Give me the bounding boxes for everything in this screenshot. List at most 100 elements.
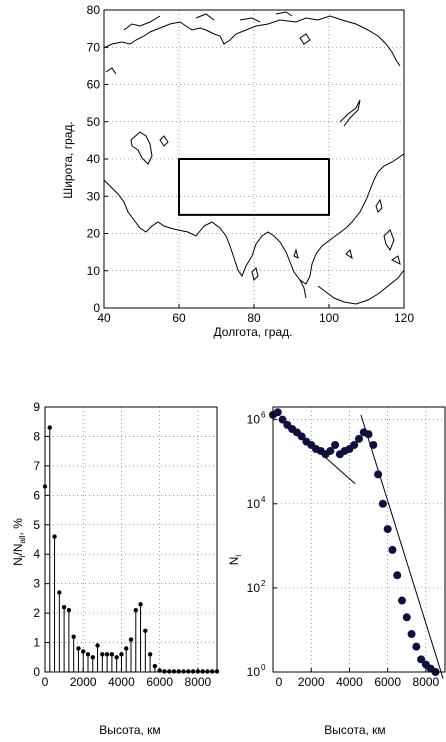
log-axes-frame <box>272 406 446 673</box>
stem-y-tick-label-4: 4 <box>33 547 40 561</box>
stem-point-35 <box>210 669 215 674</box>
log-point-29 <box>407 630 416 639</box>
log-point-1 <box>273 408 282 417</box>
map-y-tick-label-3: 30 <box>87 189 101 203</box>
log-y-tick-exp-3: 6 <box>261 411 266 420</box>
stem-point-27 <box>171 669 177 674</box>
stem-point-3 <box>57 590 62 595</box>
log-y-tick-label-0: 10 <box>247 665 261 679</box>
stem-point-16 <box>119 652 124 657</box>
coastline-sri-lanka <box>251 267 259 281</box>
log-point-18 <box>355 434 363 443</box>
stem-y-label-sub2: all <box>18 535 27 543</box>
coastline-caspian <box>130 131 153 165</box>
log-x-tick-label-0: 0 <box>276 675 283 689</box>
stem-point-29 <box>181 669 186 674</box>
map-x-tick-label-0: 40 <box>97 311 111 325</box>
stem-x-tick-label-4: 8000 <box>185 675 212 689</box>
stem-point-34 <box>205 669 210 674</box>
stem-point-13 <box>104 652 110 657</box>
stem-point-10 <box>90 655 95 660</box>
stem-x-tick-label-3: 6000 <box>146 675 173 689</box>
stem-point-26 <box>167 669 172 674</box>
stem-point-19 <box>133 607 138 613</box>
stem-point-12 <box>100 652 105 657</box>
map-y-tick-label-8: 80 <box>87 3 101 17</box>
log-point-26 <box>393 571 402 580</box>
stem-point-25 <box>162 669 167 674</box>
stem-grid <box>45 406 217 672</box>
stem-y-label-tail: , % <box>11 518 25 536</box>
stem-point-8 <box>81 649 86 654</box>
log-point-22 <box>374 470 383 479</box>
coastline-islands <box>293 248 353 260</box>
coastline-southeast <box>299 269 405 305</box>
stem-point-6 <box>71 634 76 639</box>
coastline-japan <box>339 99 361 127</box>
log-fit-lines <box>282 414 444 679</box>
stem-point-20 <box>138 602 143 607</box>
stem-point-15 <box>114 655 119 660</box>
stem-point-9 <box>85 652 91 657</box>
log-point-2 <box>278 415 287 424</box>
stem-x-axis-label: Высота, км <box>99 723 160 737</box>
stem-x-tick-label-1: 2000 <box>70 675 97 689</box>
log-point-12 <box>326 446 335 455</box>
stem-y-tick-label-8: 8 <box>33 429 40 443</box>
log-y-label-sub: i <box>234 555 243 557</box>
log-y-tick-label-2: 10 <box>247 497 261 511</box>
log-marks <box>269 408 440 676</box>
stem-point-31 <box>190 669 196 674</box>
map-y-tick-label-6: 60 <box>87 78 101 92</box>
log-point-31 <box>417 655 426 664</box>
stem-y-label-main: N <box>11 557 25 566</box>
stem-point-7 <box>76 646 81 651</box>
log-x-tick-label-3: 6000 <box>374 675 401 689</box>
log-y-tick-exp-0: 0 <box>261 663 266 672</box>
stem-point-28 <box>176 669 181 674</box>
coastline-north <box>103 15 401 67</box>
stem-y-label-sub: i <box>18 555 27 557</box>
stem-marks <box>42 425 220 674</box>
coastline-philippines <box>383 229 401 265</box>
log-point-28 <box>402 613 411 622</box>
stem-point-22 <box>147 652 153 657</box>
log-x-ticks: 0 2000 4000 6000 8000 <box>272 668 440 689</box>
stem-point-14 <box>109 652 115 657</box>
stem-y-tick-label-0: 0 <box>33 665 40 679</box>
stem-y-tick-label-2: 2 <box>33 606 40 620</box>
log-y-tick-exp-2: 4 <box>261 495 266 504</box>
log-point-20 <box>364 430 373 439</box>
log-point-13 <box>331 440 340 449</box>
stem-y-axis-label: Ni/Nall, % <box>11 518 27 566</box>
log-fit-line-1 <box>360 414 444 679</box>
log-y-axis-label: Ni <box>227 555 243 566</box>
coastline-south <box>103 153 405 285</box>
map-y-tick-label-0: 0 <box>93 301 100 315</box>
coastline-taiwan <box>375 198 383 213</box>
map-y-tick-label-1: 10 <box>87 264 101 278</box>
stem-point-17 <box>124 646 129 651</box>
log-x-tick-label-1: 2000 <box>298 675 325 689</box>
map-y-tick-label-2: 20 <box>87 227 101 241</box>
stem-point-11 <box>95 643 100 648</box>
stem-y-tick-label-1: 1 <box>33 636 40 650</box>
stem-point-1 <box>47 425 52 430</box>
log-point-24 <box>383 525 392 534</box>
map-x-tick-label-2: 80 <box>247 311 261 325</box>
stem-point-5 <box>66 607 72 613</box>
log-grid <box>273 407 445 672</box>
stem-x-tick-label-0: 0 <box>42 675 49 689</box>
log-y-tick-label-1: 10 <box>247 581 261 595</box>
map-x-axis-label: Долгота, град. <box>214 325 293 339</box>
log-x-tick-label-2: 4000 <box>336 675 363 689</box>
map-y-tick-label-5: 50 <box>87 115 101 129</box>
log-y-tick-exp-1: 2 <box>261 579 266 588</box>
stem-point-18 <box>128 637 134 642</box>
stem-point-33 <box>200 669 205 674</box>
stem-x-ticks: 0 2000 4000 6000 8000 <box>42 668 212 689</box>
map-y-tick-label-4: 40 <box>87 152 101 166</box>
map-panel: 40 60 80 100 120 0 10 20 30 40 50 60 70 80 Долгота, … <box>61 3 414 339</box>
map-y-tick-label-7: 70 <box>87 40 101 54</box>
stem-y-tick-label-6: 6 <box>33 488 40 502</box>
